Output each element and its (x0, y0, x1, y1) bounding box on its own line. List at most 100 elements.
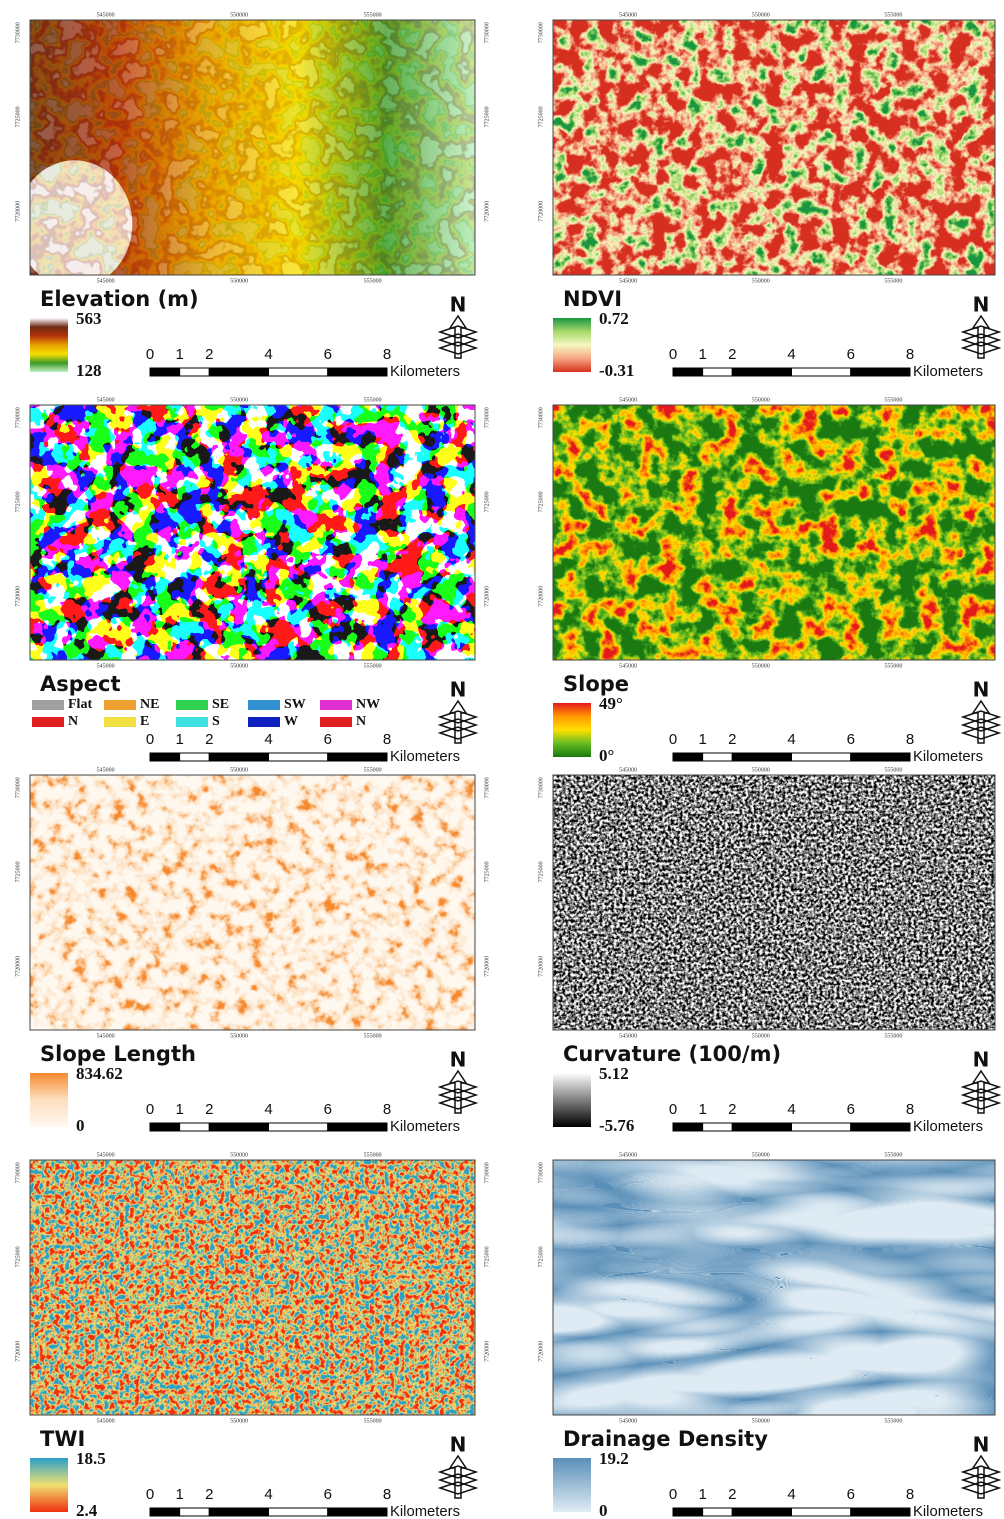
easting-label: 555000 (884, 1033, 902, 1039)
northing-label: 7725000 (484, 861, 490, 882)
easting-label: 555000 (364, 1152, 382, 1158)
scale-segment (792, 368, 851, 376)
scale-unit: Kilometers (390, 1118, 460, 1135)
easting-label: 555000 (364, 1033, 382, 1039)
scale-tick-label: 2 (728, 346, 736, 363)
easting-label: 545000 (619, 397, 637, 403)
page: 545000 545000 550000 550000 555000 555000 7730… (0, 0, 1004, 1519)
scale-tick-label: 0 (146, 346, 154, 363)
northing-label: 7730000 (538, 407, 544, 428)
scale-segment (792, 1508, 851, 1516)
legend-class: SE (212, 697, 229, 712)
northing-label: 7725000 (484, 106, 490, 127)
scale-tick-label: 0 (669, 731, 677, 748)
scale-tick-label: 2 (728, 731, 736, 748)
north-label: N (450, 1048, 467, 1072)
northing-label: 7730000 (484, 777, 490, 798)
northing-label: 7720000 (15, 586, 21, 607)
scale-unit: Kilometers (913, 748, 983, 765)
legend-min: 0 (76, 1116, 85, 1135)
easting-label: 550000 (230, 1152, 248, 1158)
scale-segment (180, 368, 210, 376)
easting-label: 555000 (364, 12, 382, 18)
scale-segment (703, 753, 733, 761)
scale-segment (269, 1508, 328, 1516)
scale-segment (703, 1123, 733, 1131)
northing-label: 7720000 (15, 1341, 21, 1362)
legend-class: N (68, 714, 78, 729)
easting-label: 555000 (884, 1152, 902, 1158)
scale-unit: Kilometers (390, 363, 460, 380)
easting-label: 545000 (97, 1152, 115, 1158)
northing-label: 7730000 (484, 1162, 490, 1183)
northing-label: 7730000 (538, 22, 544, 43)
legend-class: NW (356, 697, 380, 712)
scale-tick-label: 6 (847, 1101, 855, 1118)
map-raster (30, 775, 475, 1030)
legend-swatch (104, 717, 136, 727)
map-raster (30, 1160, 475, 1415)
northing-label: 7720000 (538, 201, 544, 222)
easting-label: 545000 (619, 12, 637, 18)
scale-segment (150, 1123, 180, 1131)
figure: 545000 545000 550000 550000 555000 555000 7730… (0, 0, 1004, 1519)
northing-label: 7720000 (484, 201, 490, 222)
easting-label: 555000 (884, 663, 902, 669)
northing-label: 7730000 (484, 407, 490, 428)
scale-segment (209, 1123, 268, 1131)
legend-max: 5.12 (599, 1064, 629, 1083)
easting-label: 545000 (619, 1152, 637, 1158)
legend-ramp (30, 1458, 68, 1512)
easting-label: 550000 (752, 278, 770, 284)
scale-tick-label: 1 (175, 346, 183, 363)
scale-tick-label: 8 (383, 346, 391, 363)
scale-segment (851, 368, 910, 376)
legend-swatch (32, 717, 64, 727)
northing-label: 7720000 (484, 586, 490, 607)
scale-tick-label: 8 (383, 1101, 391, 1118)
scale-segment (851, 1508, 910, 1516)
north-label: N (973, 1048, 990, 1072)
scale-segment (673, 1508, 703, 1516)
scale-segment (180, 1123, 210, 1131)
northing-label: 7725000 (15, 1246, 21, 1267)
northing-label: 7720000 (15, 201, 21, 222)
north-label: N (973, 293, 990, 317)
north-label: N (973, 678, 990, 702)
easting-label: 555000 (364, 278, 382, 284)
legend-min: 128 (76, 361, 102, 380)
scale-segment (732, 1123, 791, 1131)
scale-segment (209, 368, 268, 376)
easting-label: 550000 (230, 12, 248, 18)
easting-label: 550000 (752, 12, 770, 18)
easting-label: 550000 (230, 1418, 248, 1424)
legend-swatch (176, 700, 208, 710)
map-raster (553, 775, 995, 1030)
easting-label: 545000 (619, 1418, 637, 1424)
scale-tick-label: 8 (906, 1101, 914, 1118)
map-raster (553, 1160, 995, 1415)
legend-class: N (356, 714, 366, 729)
legend-ramp (30, 318, 68, 372)
easting-label: 555000 (884, 278, 902, 284)
scale-segment (150, 753, 180, 761)
north-label: N (450, 1433, 467, 1457)
easting-label: 545000 (97, 397, 115, 403)
northing-label: 7720000 (538, 956, 544, 977)
scale-tick-label: 8 (906, 346, 914, 363)
legend-swatch (176, 717, 208, 727)
scale-tick-label: 0 (669, 1101, 677, 1118)
easting-label: 545000 (97, 278, 115, 284)
legend-class: SW (284, 697, 306, 712)
map-texture (30, 20, 475, 275)
scale-segment (673, 1123, 703, 1131)
legend-swatch (320, 717, 352, 727)
legend-max: 0.72 (599, 309, 629, 328)
legend-max: 563 (76, 309, 102, 328)
map-title: Slope (563, 672, 629, 696)
scale-tick-label: 0 (146, 1101, 154, 1118)
scale-segment (673, 753, 703, 761)
northing-label: 7725000 (538, 106, 544, 127)
easting-label: 545000 (619, 278, 637, 284)
scale-segment (209, 753, 268, 761)
